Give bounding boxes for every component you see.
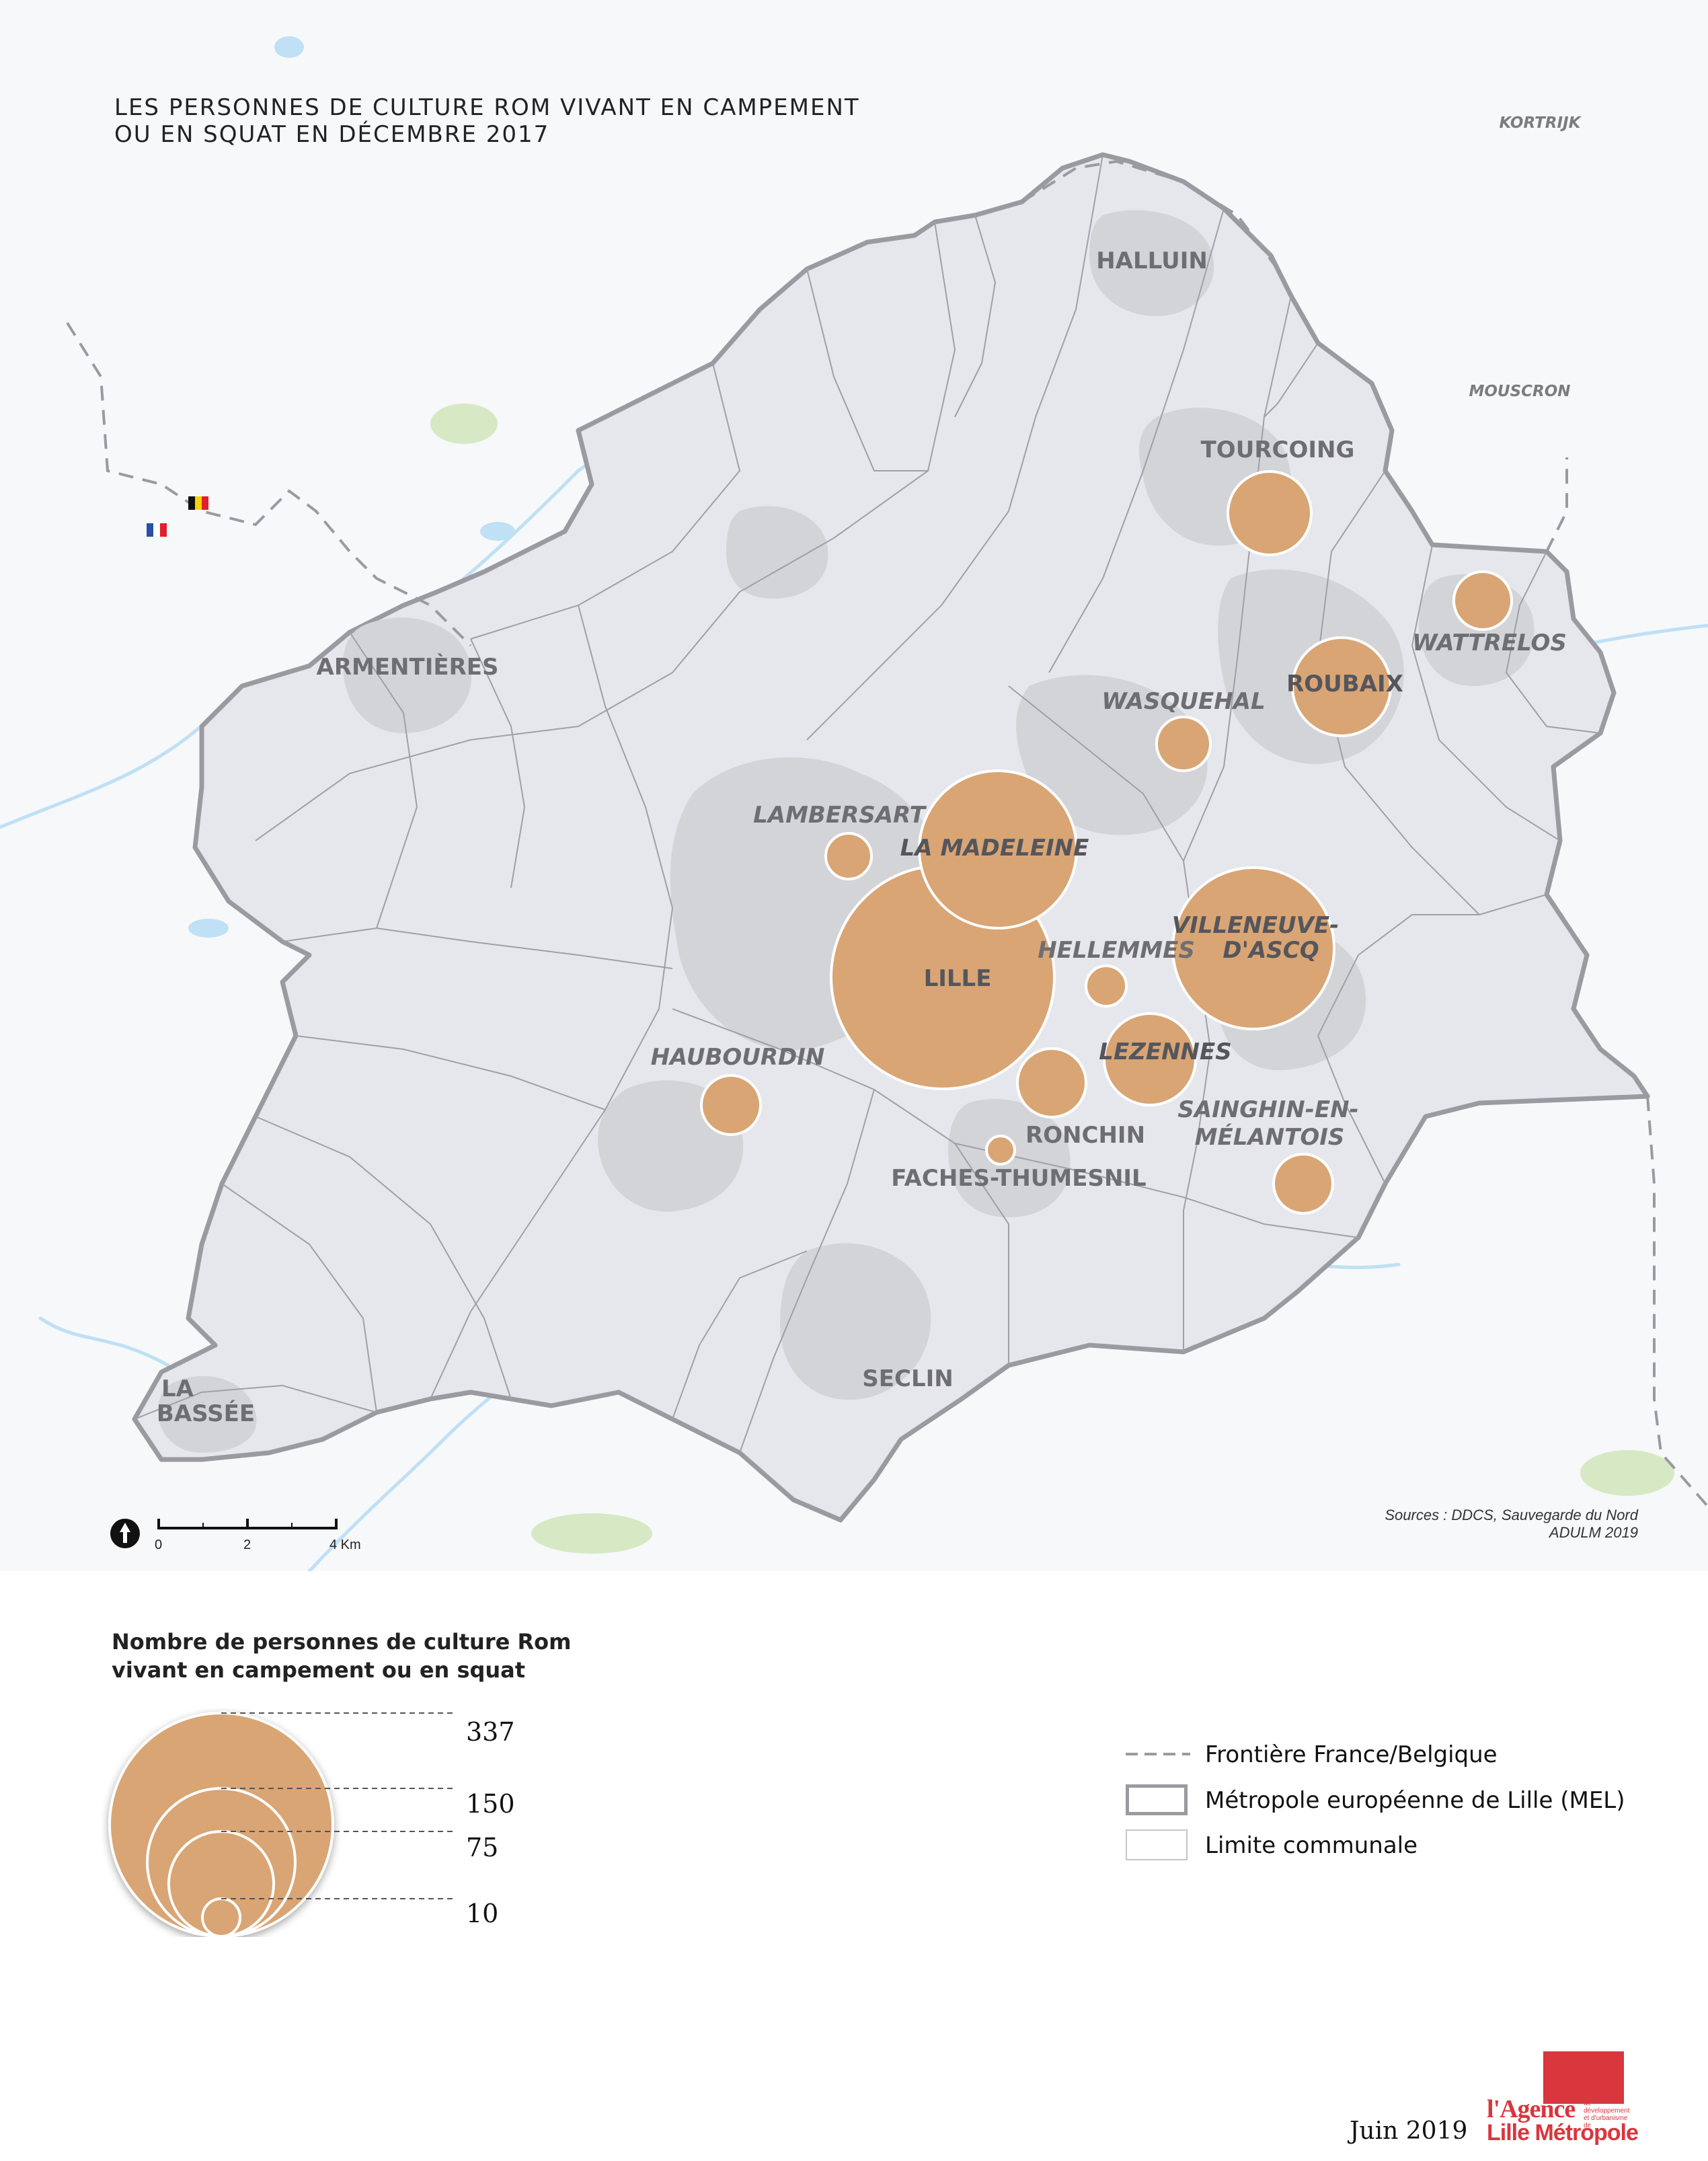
label-sainghin-line2: MÉLANTOIS <box>1194 1124 1345 1151</box>
circle-wasquehal <box>1155 716 1212 772</box>
legend-label-border: Frontière France/Belgique <box>1205 1741 1498 1768</box>
circle-haubourdin <box>700 1074 762 1136</box>
map-area[interactable]: LES PERSONNES DE CULTURE ROM VIVANT EN C… <box>0 0 1708 1571</box>
legend-symbol-commune <box>1126 1829 1188 1860</box>
border-france-belgique <box>66 159 1708 1508</box>
label-kortrijk: KORTRIJK <box>1499 114 1581 132</box>
circle-villeneuve-d-ascq <box>1171 866 1335 1030</box>
circle-tourcoing <box>1227 470 1313 556</box>
label-lille: LILLE <box>923 965 992 992</box>
scale-label-2: 2 <box>243 1538 251 1552</box>
label-hellemmes: HELLEMMES <box>1038 937 1195 964</box>
sources: Sources : DDCS, Sauvegarde du Nord ADULM… <box>1385 1507 1638 1542</box>
north-arrow-icon <box>110 1519 140 1548</box>
label-villeneuve-line1: VILLENEUVE- <box>1171 912 1340 939</box>
scale-label-0: 0 <box>155 1538 163 1552</box>
label-tourcoing: TOURCOING <box>1200 437 1355 463</box>
legend-value-150: 150 <box>466 1789 515 1819</box>
legend-value-337: 337 <box>466 1717 515 1747</box>
label-ronchin: RONCHIN <box>1025 1122 1146 1149</box>
legend-title: Nombre de personnes de culture Rom vivan… <box>112 1628 571 1684</box>
label-sainghin-line1: SAINGHIN-EN- <box>1177 1096 1359 1123</box>
sources-line2: ADULM 2019 <box>1549 1524 1638 1541</box>
label-la-bassee-line2: BASSÉE <box>156 1400 256 1427</box>
label-wasquehal: WASQUEHAL <box>1101 688 1266 715</box>
scale-bar <box>157 1519 338 1529</box>
map-title-line2: OU EN SQUAT EN DÉCEMBRE 2017 <box>114 121 550 148</box>
legend-value-10: 10 <box>466 1899 499 1928</box>
label-lambersart: LAMBERSART <box>753 802 925 829</box>
commune-boundaries <box>134 154 1601 1453</box>
label-halluin: HALLUIN <box>1096 248 1208 274</box>
legend-symbol-mel <box>1126 1784 1188 1815</box>
legend-value-75: 75 <box>466 1833 499 1862</box>
proportional-circles <box>700 470 1513 1215</box>
label-lezennes: LEZENNES <box>1099 1038 1232 1065</box>
legend-symbol-border <box>1126 1753 1190 1755</box>
map-title: LES PERSONNES DE CULTURE ROM VIVANT EN C… <box>114 94 860 148</box>
label-roubaix: ROUBAIX <box>1286 671 1403 697</box>
circle-lezennes <box>1103 1012 1197 1106</box>
circle-faches-thumesnil <box>985 1135 1016 1166</box>
label-seclin: SECLIN <box>862 1365 954 1392</box>
circle-wattrelos <box>1452 570 1513 631</box>
label-villeneuve-line2: D'ASCQ <box>1222 937 1319 964</box>
legend-label-commune: Limite communale <box>1205 1832 1418 1859</box>
sources-line1: Sources : DDCS, Sauvegarde du Nord <box>1385 1507 1638 1523</box>
scale-label-4km: 4 Km <box>329 1538 361 1552</box>
circle-lambersart <box>824 832 873 880</box>
legend-circles <box>108 1712 454 1937</box>
publication-date: Juin 2019 <box>1350 2117 1468 2145</box>
label-haubourdin: HAUBOURDIN <box>650 1044 825 1071</box>
label-wattrelos: WATTRELOS <box>1412 630 1567 656</box>
label-mouscron: MOUSCRON <box>1469 383 1571 400</box>
label-la-madeleine: LA MADELEINE <box>900 835 1089 862</box>
circle-roubaix <box>1291 636 1392 737</box>
agency-logo: l'Agence de développement et d'urbanisme… <box>1483 2051 1639 2152</box>
circle-hellemmes <box>1085 964 1128 1008</box>
flag-belgium-icon <box>188 496 208 510</box>
logo-red-block <box>1543 2051 1624 2104</box>
label-armentieres: ARMENTIÈRES <box>316 654 499 681</box>
label-faches-thumesnil: FACHES-THUMESNIL <box>891 1165 1147 1192</box>
logo-text-lille-metropole: Lille Métropole <box>1487 2120 1639 2146</box>
circle-sainghin-en-melantois <box>1272 1153 1334 1215</box>
legend-circle-10 <box>201 1897 241 1937</box>
map-title-line1: LES PERSONNES DE CULTURE ROM VIVANT EN C… <box>114 94 860 121</box>
label-la-bassee-line1: LA <box>161 1375 194 1402</box>
legend-title-line1: Nombre de personnes de culture Rom <box>112 1629 572 1655</box>
circle-ronchin <box>1016 1047 1087 1119</box>
flag-france-icon <box>147 523 167 537</box>
logo-text-agence: l'Agence <box>1487 2095 1576 2123</box>
circle-la-madeleine <box>918 769 1078 930</box>
legend-label-mel: Métropole européenne de Lille (MEL) <box>1205 1787 1625 1814</box>
logo-text-small: de développement et d'urbanisme de <box>1584 2100 1630 2129</box>
legend-title-line2: vivant en campement ou en squat <box>112 1657 526 1683</box>
